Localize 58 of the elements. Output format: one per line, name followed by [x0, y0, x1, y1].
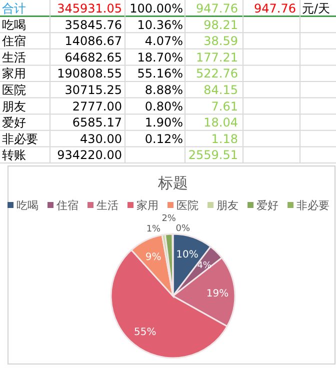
- legend-label: 生活: [96, 199, 118, 212]
- category-label: 非必要: [2, 132, 38, 146]
- data-label: 55.16%: [137, 66, 183, 81]
- category-label: 住宿: [1, 34, 26, 48]
- category-label: 生活: [2, 50, 26, 64]
- data-label: 430.00: [80, 132, 122, 146]
- data-label: 4.07%: [144, 34, 183, 48]
- data-label: 84.15: [204, 83, 238, 97]
- data-label: 1.18: [211, 132, 238, 146]
- data-label: 18.04: [204, 116, 238, 130]
- data-label: 190808.55: [57, 66, 122, 81]
- data-label: 19%: [206, 288, 229, 300]
- data-label: 177.21: [196, 50, 238, 64]
- data-label: 8.88%: [144, 83, 183, 97]
- legend-label: 家用: [136, 199, 158, 212]
- data-label: 6585.17: [72, 116, 122, 130]
- data-label: 98.21: [204, 18, 238, 32]
- data-label: 2559.51: [188, 148, 238, 162]
- legend-label: 医院: [176, 199, 198, 212]
- text: 元/天: [302, 2, 330, 16]
- data-label: 1%: [146, 224, 162, 235]
- category-label: 转账: [2, 148, 26, 162]
- legend-label: 吃喝: [16, 199, 38, 212]
- data-label: 522.76: [196, 66, 238, 81]
- category-label: 吃喝: [2, 18, 26, 32]
- data-label: 100.00%: [130, 2, 183, 16]
- data-label: 14086.67: [64, 34, 122, 48]
- data-label: 0.12%: [144, 132, 183, 146]
- data-label: 55%: [134, 326, 156, 338]
- data-label: 1.90%: [144, 116, 183, 130]
- data-label: 30715.25: [64, 83, 122, 97]
- category-label: 朋友: [2, 99, 26, 114]
- data-label: 4%: [197, 261, 212, 272]
- data-label: 0%: [176, 224, 190, 234]
- category-label: 合计: [2, 2, 26, 16]
- data-label: 64682.65: [64, 50, 122, 64]
- category-label: 医院: [2, 83, 26, 97]
- data-label: 934220.00: [57, 148, 122, 162]
- data-label: 9%: [145, 252, 162, 263]
- text: 947.76: [254, 2, 296, 16]
- data-label: 7.61: [211, 99, 238, 114]
- data-label: 10%: [176, 250, 198, 261]
- data-label: 947.76: [196, 2, 238, 16]
- data-label: 2%: [162, 214, 176, 224]
- legend-label: 朋友: [216, 199, 238, 212]
- legend-label: 爱好: [256, 199, 278, 212]
- data-label: 35845.76: [64, 18, 122, 32]
- data-label: 0.80%: [144, 99, 183, 114]
- category-label: 爱好: [2, 116, 26, 130]
- data-label: 2777.00: [72, 99, 122, 114]
- legend-label: 住宿: [56, 199, 78, 212]
- category-label: 家用: [2, 66, 26, 81]
- data-label: 38.59: [204, 34, 238, 48]
- data-label: 18.70%: [137, 50, 183, 64]
- data-label: 10.36%: [137, 18, 183, 32]
- legend-label: 非必要: [296, 199, 330, 212]
- data-label: 345931.05: [57, 2, 122, 16]
- chart-title: 标题: [157, 174, 188, 192]
